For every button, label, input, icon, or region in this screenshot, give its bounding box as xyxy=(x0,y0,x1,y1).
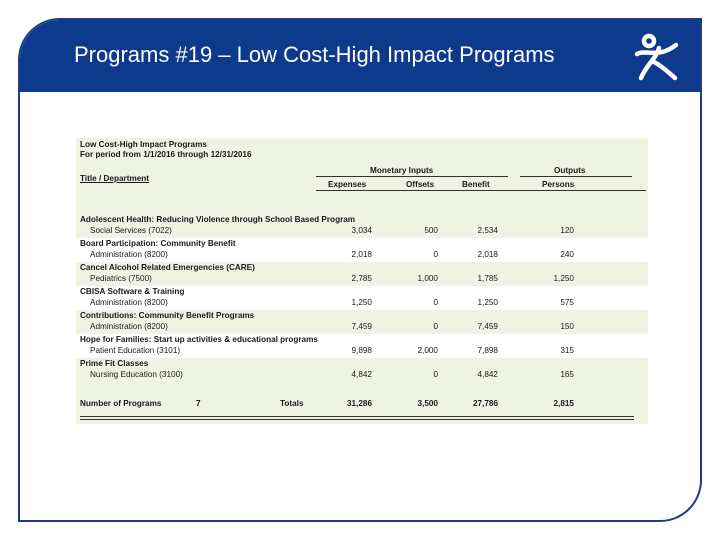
group-outputs-header: Outputs xyxy=(554,166,586,175)
col-expenses-header: Expenses xyxy=(328,180,367,189)
totals-label: Totals xyxy=(280,399,304,408)
row-benefit: 7,898 xyxy=(477,346,499,355)
row-title: Hope for Families: Start up activities &… xyxy=(80,335,318,344)
row-offsets: 0 xyxy=(433,322,438,331)
total-benefit: 27,786 xyxy=(472,399,498,408)
totals-rule-2 xyxy=(80,419,634,420)
table-row: Board Participation: Community Benefit A… xyxy=(76,238,648,262)
row-expenses: 2,018 xyxy=(351,250,373,259)
row-benefit: 1,785 xyxy=(477,274,499,283)
header-rule xyxy=(316,190,646,191)
row-benefit: 1,250 xyxy=(477,298,499,307)
row-persons: 1,250 xyxy=(553,274,575,283)
row-offsets: 0 xyxy=(433,298,438,307)
program-count: 7 xyxy=(196,399,201,408)
row-persons: 150 xyxy=(560,322,574,331)
outputs-rule xyxy=(520,176,632,177)
row-title: Adolescent Health: Reducing Violence thr… xyxy=(80,215,356,224)
table-row: Contributions: Community Benefit Program… xyxy=(76,310,648,334)
figure-logo-icon xyxy=(634,33,679,81)
row-offsets: 0 xyxy=(433,250,438,259)
totals-rule-1 xyxy=(80,416,634,417)
row-persons: 165 xyxy=(560,370,574,379)
report-title: Low Cost-High Impact Programs xyxy=(80,140,207,149)
slide-frame: Programs #19 – Low Cost-High Impact Prog… xyxy=(18,18,702,522)
row-department: Administration (8200) xyxy=(90,322,168,331)
row-title: CBISA Software & Training xyxy=(80,287,185,296)
slide-header: Programs #19 – Low Cost-High Impact Prog… xyxy=(20,20,700,92)
row-title: Prime Fit Classes xyxy=(80,359,149,368)
row-title: Contributions: Community Benefit Program… xyxy=(80,311,255,320)
group-monetary-header: Monetary Inputs xyxy=(370,166,434,175)
table-row: Adolescent Health: Reducing Violence thr… xyxy=(76,214,648,238)
row-expenses: 2,785 xyxy=(351,274,373,283)
row-persons: 575 xyxy=(560,298,574,307)
number-of-programs-label: Number of Programs xyxy=(80,399,162,408)
table-row: Hope for Families: Start up activities &… xyxy=(76,334,648,358)
row-benefit: 2,534 xyxy=(477,226,499,235)
col-persons-header: Persons xyxy=(542,180,575,189)
row-department: Social Services (7022) xyxy=(90,226,172,235)
col-title-header: Title / Department xyxy=(80,174,150,183)
row-title: Cancel Alcohol Related Emergencies (CARE… xyxy=(80,263,255,272)
total-expenses: 31,286 xyxy=(346,399,372,408)
row-expenses: 7,459 xyxy=(351,322,373,331)
row-department: Patient Education (3101) xyxy=(90,346,181,355)
totals-row: Number of Programs 7 Totals 31,286 3,500… xyxy=(76,396,648,412)
table-row: CBISA Software & Training Administration… xyxy=(76,286,648,310)
row-offsets: 2,000 xyxy=(417,346,439,355)
row-benefit: 2,018 xyxy=(477,250,499,259)
row-expenses: 4,842 xyxy=(351,370,373,379)
col-benefit-header: Benefit xyxy=(462,180,490,189)
monetary-rule xyxy=(316,176,508,177)
col-offsets-header: Offsets xyxy=(406,180,435,189)
total-offsets: 3,500 xyxy=(417,399,439,408)
row-persons: 315 xyxy=(560,346,574,355)
row-title: Board Participation: Community Benefit xyxy=(80,239,236,248)
report-period: For period from 1/1/2016 through 12/31/2… xyxy=(80,150,252,159)
row-offsets: 1,000 xyxy=(417,274,439,283)
total-persons: 2,815 xyxy=(553,399,575,408)
row-expenses: 9,898 xyxy=(351,346,373,355)
row-department: Pediatrics (7500) xyxy=(90,274,152,283)
row-offsets: 500 xyxy=(424,226,438,235)
table-row: Prime Fit Classes Nursing Education (310… xyxy=(76,358,648,382)
row-offsets: 0 xyxy=(433,370,438,379)
table-row: Cancel Alcohol Related Emergencies (CARE… xyxy=(76,262,648,286)
row-department: Nursing Education (3100) xyxy=(90,370,183,379)
row-department: Administration (8200) xyxy=(90,250,168,259)
slide-title: Programs #19 – Low Cost-High Impact Prog… xyxy=(74,42,555,67)
row-expenses: 3,034 xyxy=(351,226,373,235)
row-persons: 240 xyxy=(560,250,574,259)
report-table: Low Cost-High Impact Programs For period… xyxy=(76,138,648,424)
row-benefit: 4,842 xyxy=(477,370,499,379)
row-persons: 120 xyxy=(560,226,574,235)
row-department: Administration (8200) xyxy=(90,298,168,307)
row-benefit: 7,459 xyxy=(477,322,499,331)
row-expenses: 1,250 xyxy=(351,298,373,307)
